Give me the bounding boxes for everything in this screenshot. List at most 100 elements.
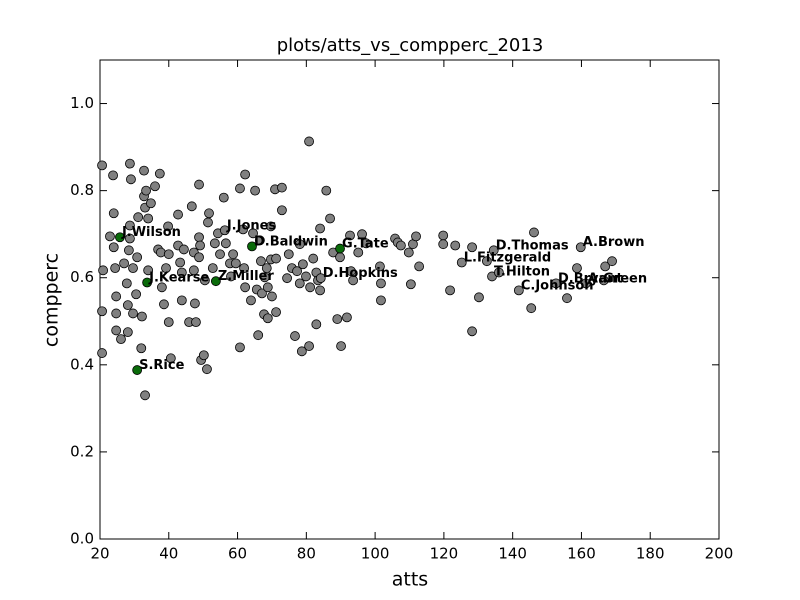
scatter-point [203, 217, 213, 228]
scatter-point [294, 239, 305, 250]
scatter-point [335, 252, 345, 263]
y-tick-label: 1.0 [70, 94, 94, 112]
scatter-point [290, 331, 300, 341]
scatter-point [125, 158, 135, 169]
x-tick-label: 120 [430, 545, 459, 563]
scatter-point [115, 232, 125, 243]
scatter-point [199, 275, 210, 286]
scatter-point [253, 330, 264, 341]
scatter-point [230, 258, 241, 269]
scatter-point [159, 299, 169, 310]
scatter-point [133, 212, 144, 223]
scatter-point [228, 249, 238, 260]
scatter-point [348, 275, 359, 286]
scatter-point [581, 278, 591, 289]
scatter-point [467, 242, 477, 253]
scatter-point [235, 342, 245, 353]
scatter-point [226, 271, 236, 282]
scatter-point [346, 266, 356, 277]
scatter-point [128, 308, 138, 319]
y-tick-label: 0.4 [70, 355, 94, 373]
x-tick-label: 40 [159, 545, 178, 563]
scatter-point [179, 244, 189, 255]
scatter-point [246, 295, 256, 306]
y-tick-label: 0.2 [70, 442, 94, 460]
scatter-point [111, 291, 122, 302]
scatter-point [255, 235, 265, 246]
scatter-point [308, 253, 319, 264]
x-tick-label: 20 [90, 545, 109, 563]
point-annotation: J.Kearse [148, 271, 209, 286]
scatter-point [315, 285, 325, 296]
x-tick-label: 60 [228, 545, 247, 563]
scatter-point [176, 295, 187, 306]
scatter-point [126, 174, 136, 185]
scatter-point [304, 341, 314, 351]
scatter-point [262, 282, 273, 293]
scatter-point [277, 205, 287, 216]
x-tick-label: 80 [297, 545, 316, 563]
scatter-point [257, 288, 267, 299]
scatter-point [191, 317, 201, 328]
scatter-point [190, 298, 200, 309]
x-tick-label: 100 [361, 545, 390, 563]
scatter-point [261, 263, 272, 274]
scatter-point [195, 240, 205, 251]
point-annotation: A.Brown [583, 235, 645, 250]
scatter-point [150, 181, 160, 192]
scatter-point [445, 285, 455, 296]
scatter-point [143, 213, 154, 224]
point-annotation: J.Jones [226, 218, 277, 233]
scatter-point [600, 261, 611, 272]
scatter-point [122, 327, 133, 338]
scatter-point [123, 245, 134, 256]
scatter-point [304, 136, 314, 147]
x-tick-label: 180 [636, 545, 665, 563]
scatter-point [315, 273, 326, 284]
scatter-point [125, 220, 135, 231]
scatter-point [283, 249, 294, 260]
scatter-point [139, 165, 149, 176]
scatter-point [155, 247, 166, 258]
scatter-point [207, 263, 218, 274]
scatter-point [332, 314, 343, 324]
scatter-point [575, 242, 586, 253]
scatter-point [219, 225, 230, 236]
point-annotation: T.Hilton [494, 264, 550, 279]
scatter-point [108, 208, 119, 219]
scatter-point [140, 390, 150, 401]
y-tick-label: 0.8 [70, 181, 94, 199]
scatter-point [142, 277, 153, 288]
scatter-point [188, 265, 199, 276]
scatter-point [131, 289, 142, 300]
scatter-point [141, 185, 151, 196]
scatter-point [282, 273, 292, 284]
y-tick-label: 0.6 [70, 268, 94, 286]
scatter-point [353, 247, 364, 258]
scatter-point [215, 249, 225, 260]
scatter-point [161, 263, 171, 274]
scatter-point [97, 306, 107, 317]
scatter-point [175, 257, 186, 268]
point-annotation: L.Fitzgerald [464, 250, 551, 265]
scatter-point [97, 348, 107, 358]
scatter-point [513, 285, 524, 296]
scatter-point [411, 231, 421, 242]
scatter-point [438, 239, 449, 250]
scatter-point [247, 241, 257, 252]
scatter-point [294, 278, 305, 289]
scatter-point [186, 201, 197, 212]
point-annotation: D.Baldwin [254, 234, 328, 249]
point-annotation: Z.Miller [218, 269, 274, 284]
scatter-point [198, 350, 209, 361]
scatter-point [311, 319, 322, 330]
scatter-point [250, 185, 260, 196]
scatter-point [562, 293, 572, 304]
scatter-point [137, 311, 147, 322]
scatter-point [345, 230, 355, 241]
scatter-point [108, 170, 118, 181]
scatter-point [396, 240, 406, 251]
scatter-point [271, 307, 281, 318]
scatter-point [132, 365, 143, 375]
scatter-point [321, 185, 332, 196]
